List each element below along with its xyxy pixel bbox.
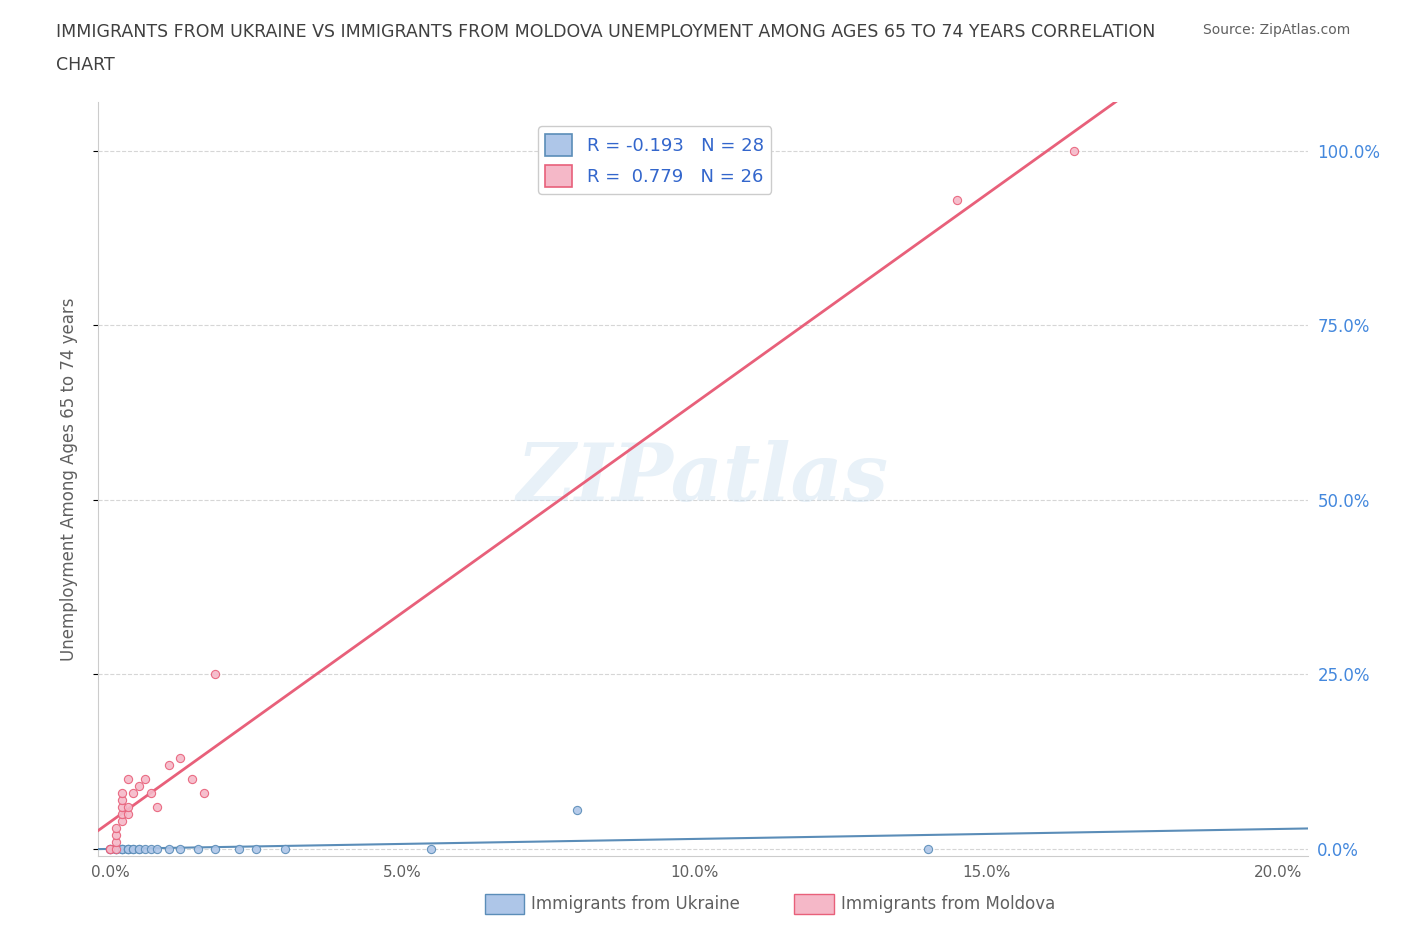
Point bbox=[104, 842, 127, 857]
Point bbox=[104, 842, 127, 857]
Point bbox=[111, 806, 134, 821]
Text: CHART: CHART bbox=[56, 56, 115, 73]
Point bbox=[98, 842, 121, 857]
Point bbox=[122, 842, 145, 857]
Point bbox=[146, 842, 169, 857]
Point bbox=[111, 792, 134, 807]
Point bbox=[111, 842, 134, 857]
Point bbox=[117, 842, 139, 857]
Point bbox=[169, 751, 191, 765]
Point bbox=[274, 842, 297, 857]
Point bbox=[104, 820, 127, 835]
Y-axis label: Unemployment Among Ages 65 to 74 years: Unemployment Among Ages 65 to 74 years bbox=[59, 298, 77, 660]
Point bbox=[228, 842, 250, 857]
Point bbox=[117, 806, 139, 821]
Point bbox=[117, 842, 139, 857]
Point bbox=[193, 785, 215, 800]
Point bbox=[122, 785, 145, 800]
Point bbox=[128, 842, 150, 857]
Point bbox=[157, 842, 180, 857]
Point bbox=[245, 842, 267, 857]
Point bbox=[204, 842, 226, 857]
Text: Source: ZipAtlas.com: Source: ZipAtlas.com bbox=[1202, 23, 1350, 37]
Point bbox=[946, 193, 969, 207]
Point bbox=[420, 842, 443, 857]
Point bbox=[104, 834, 127, 849]
Point bbox=[917, 842, 939, 857]
Point bbox=[117, 772, 139, 787]
Text: ZIPatlas: ZIPatlas bbox=[517, 440, 889, 518]
Point bbox=[187, 842, 209, 857]
Point bbox=[1063, 144, 1085, 159]
Point bbox=[117, 800, 139, 815]
Point bbox=[157, 757, 180, 772]
Point bbox=[111, 842, 134, 857]
Point bbox=[111, 842, 134, 857]
Point bbox=[117, 842, 139, 857]
Text: Immigrants from Ukraine: Immigrants from Ukraine bbox=[531, 895, 741, 913]
Point bbox=[169, 842, 191, 857]
Point bbox=[98, 842, 121, 857]
Point bbox=[104, 842, 127, 857]
Point bbox=[204, 667, 226, 682]
Point bbox=[134, 772, 156, 787]
Point bbox=[122, 842, 145, 857]
Point bbox=[146, 800, 169, 815]
Point bbox=[128, 778, 150, 793]
Point bbox=[104, 842, 127, 857]
Point bbox=[139, 785, 162, 800]
Point bbox=[111, 813, 134, 829]
Point bbox=[111, 800, 134, 815]
Point bbox=[567, 803, 589, 817]
Point bbox=[98, 842, 121, 857]
Point bbox=[180, 772, 202, 787]
Point bbox=[111, 785, 134, 800]
Point bbox=[134, 842, 156, 857]
Point bbox=[139, 842, 162, 857]
Text: Immigrants from Moldova: Immigrants from Moldova bbox=[841, 895, 1054, 913]
Point bbox=[98, 842, 121, 857]
Point bbox=[128, 842, 150, 857]
Point bbox=[104, 828, 127, 843]
Legend: R = -0.193   N = 28, R =  0.779   N = 26: R = -0.193 N = 28, R = 0.779 N = 26 bbox=[538, 126, 770, 194]
Text: IMMIGRANTS FROM UKRAINE VS IMMIGRANTS FROM MOLDOVA UNEMPLOYMENT AMONG AGES 65 TO: IMMIGRANTS FROM UKRAINE VS IMMIGRANTS FR… bbox=[56, 23, 1156, 41]
